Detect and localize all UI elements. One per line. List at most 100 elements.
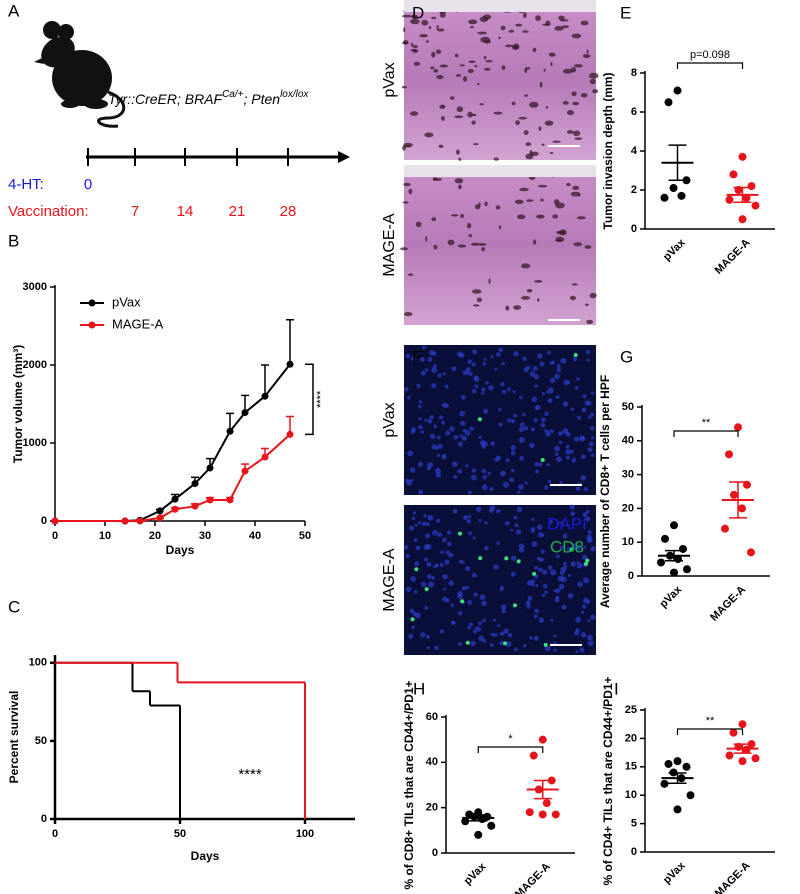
data-point [191,502,199,510]
nucleus [473,629,478,634]
nucleus [481,391,485,395]
pigment [404,145,412,148]
nucleus [575,616,582,623]
nucleus [418,521,422,525]
y-axis-label: % of CD8+ TILs that are CD44+/PD1+ [402,680,416,889]
nucleus [556,521,560,525]
nucleus [482,361,487,366]
nucleus [585,516,591,522]
data-point [478,815,487,823]
nucleus [571,543,578,550]
y-tick-label: 50 [622,401,634,413]
legend-marker [88,299,96,307]
pigment [484,201,488,207]
pigment [467,111,473,118]
nucleus [413,538,418,543]
nucleus [420,370,426,376]
nucleus [405,553,410,559]
nucleus [423,514,427,518]
nucleus [563,565,568,569]
nucleus [580,632,587,638]
nucleus [577,415,582,420]
pigment [413,61,421,66]
nucleus [572,356,578,362]
treatment-day: 0 [84,176,92,193]
nucleus [506,418,512,423]
pigment [454,115,464,119]
data-point [542,799,551,808]
y-tick-label: 0 [432,847,438,859]
nucleus [549,429,553,433]
nucleus [404,387,409,392]
nucleus [531,541,538,547]
pigment [455,74,462,77]
pigment [574,64,583,68]
nucleus [415,612,421,619]
pigment [433,244,438,250]
pigment [411,42,414,47]
data-point [673,805,682,814]
nucleus [467,514,472,519]
panel-label: G [620,347,633,366]
nucleus [510,571,516,577]
nucleus [501,361,505,366]
pigment [402,145,406,151]
x-tick-label: pVax [661,236,688,263]
nucleus [562,561,567,566]
y-tick-label: 20 [625,732,637,744]
nucleus [492,618,496,622]
nucleus [550,377,556,384]
nucleus [488,508,494,513]
pigment [543,68,546,72]
nucleus [576,546,581,551]
y-tick-label: 30 [622,469,634,481]
nucleus [425,521,430,526]
nucleus [533,418,538,423]
nucleus [590,426,595,431]
nucleus [420,632,426,638]
pigment [439,64,449,68]
data-point [538,735,547,744]
nucleus [488,385,494,391]
nucleus [559,545,564,550]
nucleus [535,584,539,588]
nucleus [426,634,430,639]
nucleus [476,627,482,632]
data-point [286,360,294,368]
nucleus [586,358,590,362]
nucleus [436,453,440,458]
cd8-cell [512,603,517,608]
nucleus [571,457,577,463]
nucleus [408,634,414,639]
nucleus [445,430,451,436]
pigment [534,279,543,283]
pigment [529,101,539,108]
pigment [432,177,442,181]
nucleus [409,608,415,613]
pigment [559,229,567,236]
nucleus [435,472,441,478]
nucleus [529,636,533,640]
nucleus [431,383,437,389]
pigment [403,312,413,317]
image-label: pVax [381,62,398,97]
pigment [536,214,545,219]
pigment [566,182,571,187]
data-point [226,496,234,504]
data-point [729,170,738,179]
data-point [679,544,687,553]
cd8-cell [424,587,429,592]
panel-label: E [620,3,631,22]
nucleus [530,427,536,432]
nucleus [523,425,529,431]
nucleus [565,449,571,455]
data-point [529,751,538,760]
pigment [428,26,432,30]
data-point [729,728,738,737]
data-point [747,548,755,557]
data-point [738,504,746,513]
vaccination-label: Vaccination: [8,203,89,220]
pigment [459,64,465,67]
pigment [544,120,554,126]
nucleus [435,467,441,474]
